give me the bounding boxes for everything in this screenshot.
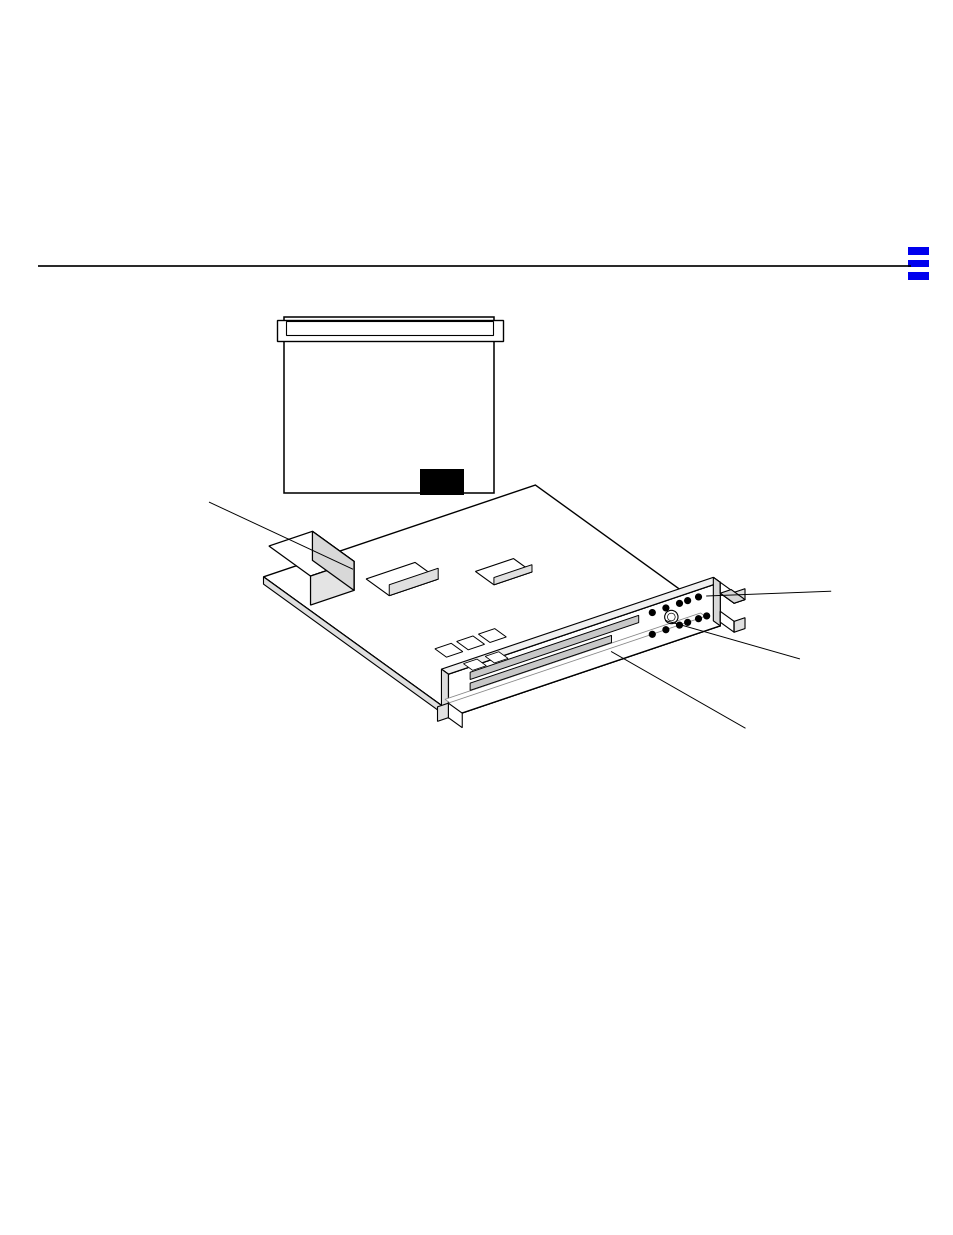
Circle shape: [684, 620, 690, 625]
Polygon shape: [444, 613, 704, 703]
Polygon shape: [734, 618, 744, 632]
Polygon shape: [435, 643, 462, 657]
Polygon shape: [263, 577, 448, 718]
Polygon shape: [720, 583, 734, 603]
Polygon shape: [441, 669, 448, 718]
Polygon shape: [448, 703, 462, 727]
Circle shape: [703, 613, 709, 619]
Polygon shape: [389, 568, 437, 595]
Polygon shape: [713, 577, 720, 626]
Circle shape: [695, 616, 700, 621]
Polygon shape: [494, 564, 532, 585]
Bar: [907, 259, 928, 268]
Polygon shape: [720, 611, 734, 632]
Polygon shape: [263, 485, 720, 710]
Polygon shape: [470, 635, 611, 690]
Circle shape: [676, 600, 681, 606]
Bar: [419, 468, 463, 495]
Polygon shape: [485, 652, 508, 663]
Circle shape: [649, 610, 655, 615]
Polygon shape: [477, 629, 506, 642]
Circle shape: [649, 631, 655, 637]
Polygon shape: [448, 619, 720, 718]
Polygon shape: [448, 583, 720, 718]
Polygon shape: [456, 636, 484, 650]
Polygon shape: [269, 531, 354, 576]
Polygon shape: [734, 589, 744, 603]
Polygon shape: [441, 577, 720, 674]
Polygon shape: [366, 562, 437, 595]
Circle shape: [662, 627, 668, 632]
Polygon shape: [470, 615, 638, 679]
Polygon shape: [313, 531, 354, 590]
Circle shape: [684, 598, 690, 604]
Bar: [907, 247, 928, 254]
Polygon shape: [311, 562, 354, 605]
Circle shape: [662, 605, 668, 611]
Polygon shape: [475, 558, 532, 585]
Circle shape: [676, 622, 681, 627]
Bar: [907, 272, 928, 280]
Bar: [284, 317, 494, 494]
Polygon shape: [720, 589, 744, 603]
Circle shape: [695, 594, 700, 600]
Bar: [286, 321, 493, 335]
Polygon shape: [463, 659, 486, 671]
Polygon shape: [437, 703, 448, 721]
Bar: [276, 320, 502, 341]
